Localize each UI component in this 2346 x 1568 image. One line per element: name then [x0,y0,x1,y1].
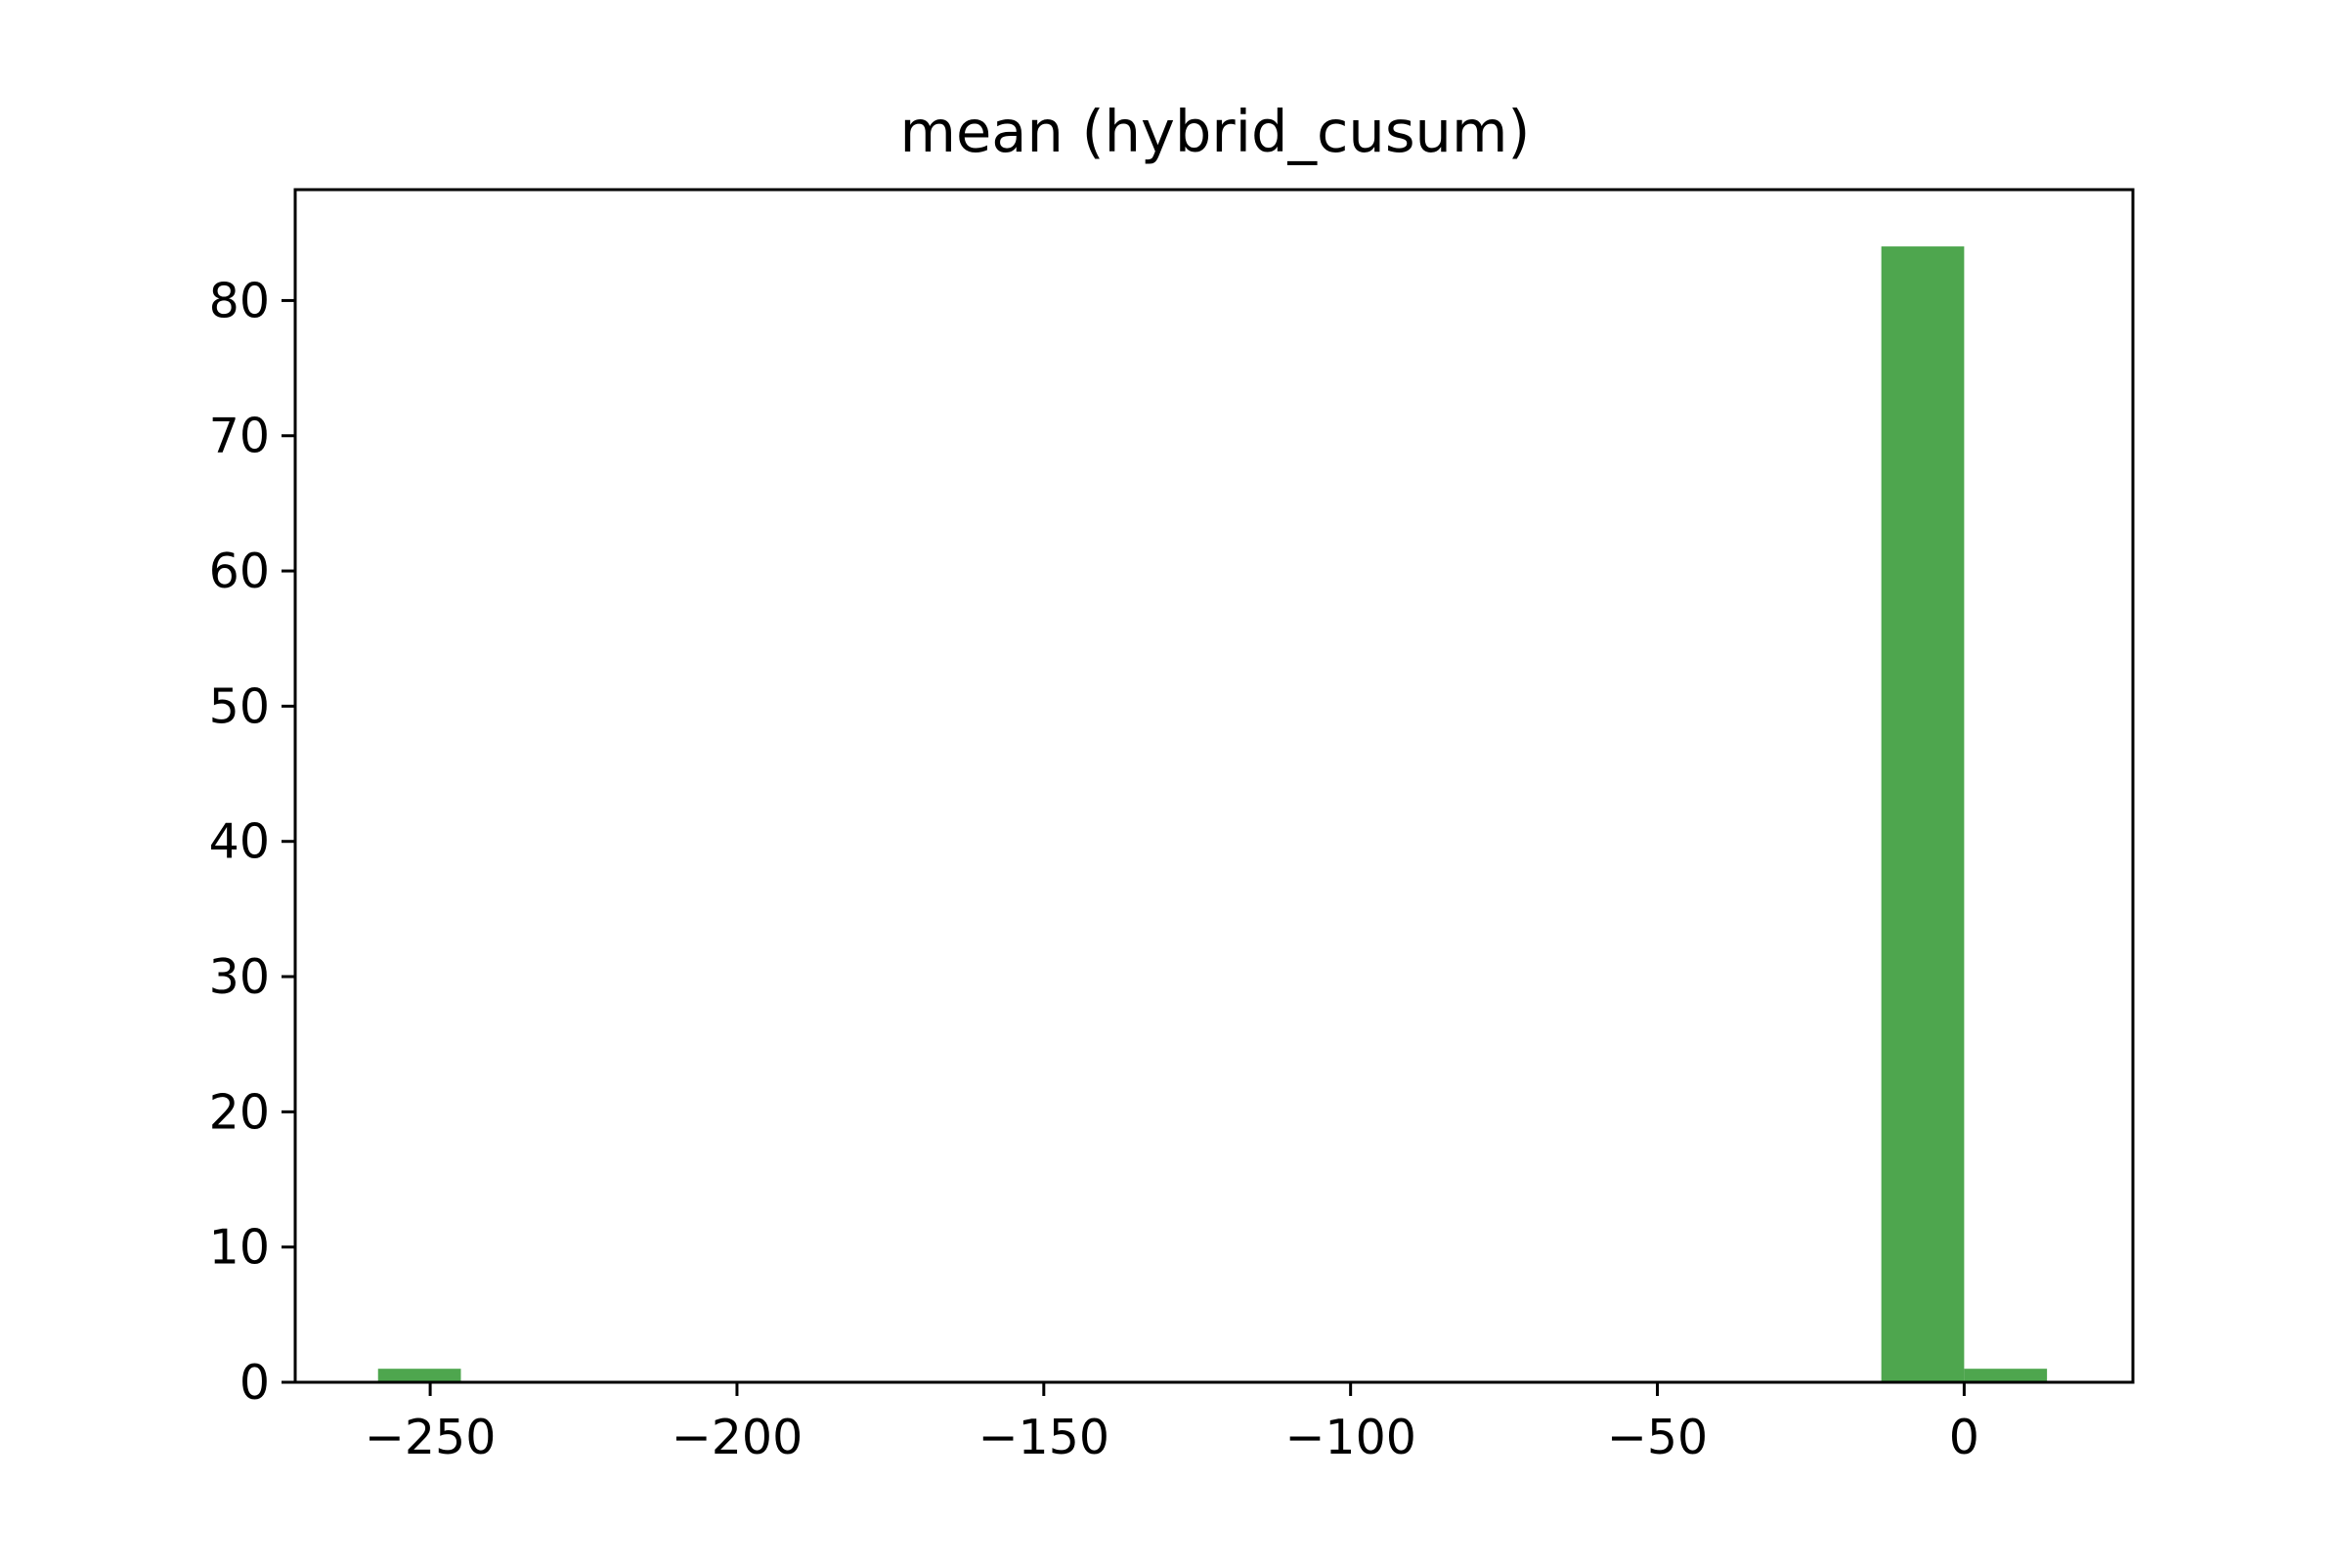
chart-title: mean (hybrid_cusum) [900,98,1531,165]
x-tick-label: −100 [1284,1410,1416,1465]
x-axis: −250 −200 −150 −100 −50 0 [365,1382,1979,1465]
x-tick-label: −150 [978,1410,1110,1465]
x-tick-label: −50 [1607,1410,1708,1465]
y-tick-label: 10 [209,1220,270,1276]
histogram-bar [1881,246,1965,1383]
y-axis: 0 10 20 30 40 50 60 70 80 [209,273,295,1411]
histogram-bar [377,1369,461,1382]
y-tick-label: 50 [209,678,270,734]
y-tick-label: 70 [209,409,270,464]
y-tick-label: 40 [209,814,270,870]
y-tick-label: 30 [209,949,270,1005]
histogram-bar [1964,1369,2048,1382]
x-tick-label: −200 [672,1410,804,1465]
y-tick-label: 20 [209,1084,270,1140]
plot-frame [293,188,2135,1384]
y-tick-label: 0 [239,1355,270,1411]
x-tick-label: 0 [1949,1410,1979,1465]
bars-layer [377,246,2048,1383]
x-tick-label: −250 [365,1410,497,1465]
y-tick-label: 80 [209,273,270,328]
y-tick-label: 60 [209,544,270,599]
